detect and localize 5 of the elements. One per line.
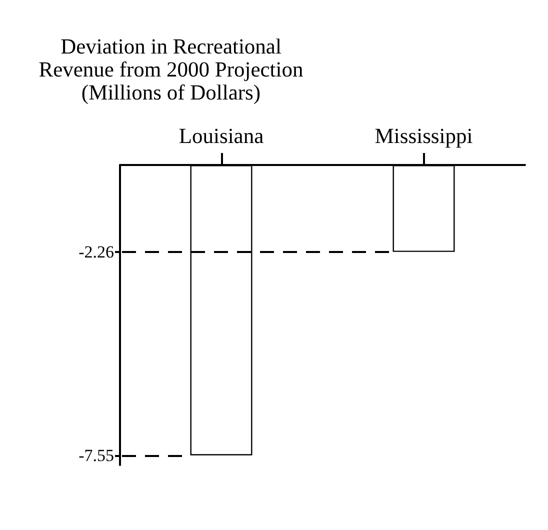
y-tick-label: -2.26: [78, 242, 114, 262]
x-tick-label: Louisiana: [178, 124, 264, 148]
x-tick-label: Mississippi: [374, 124, 473, 148]
y-axis-title: Deviation in Recreational Revenue from 2000 Projection (Millions of Dollars): [38, 34, 304, 104]
y-tick-label: -7.55: [78, 446, 114, 465]
